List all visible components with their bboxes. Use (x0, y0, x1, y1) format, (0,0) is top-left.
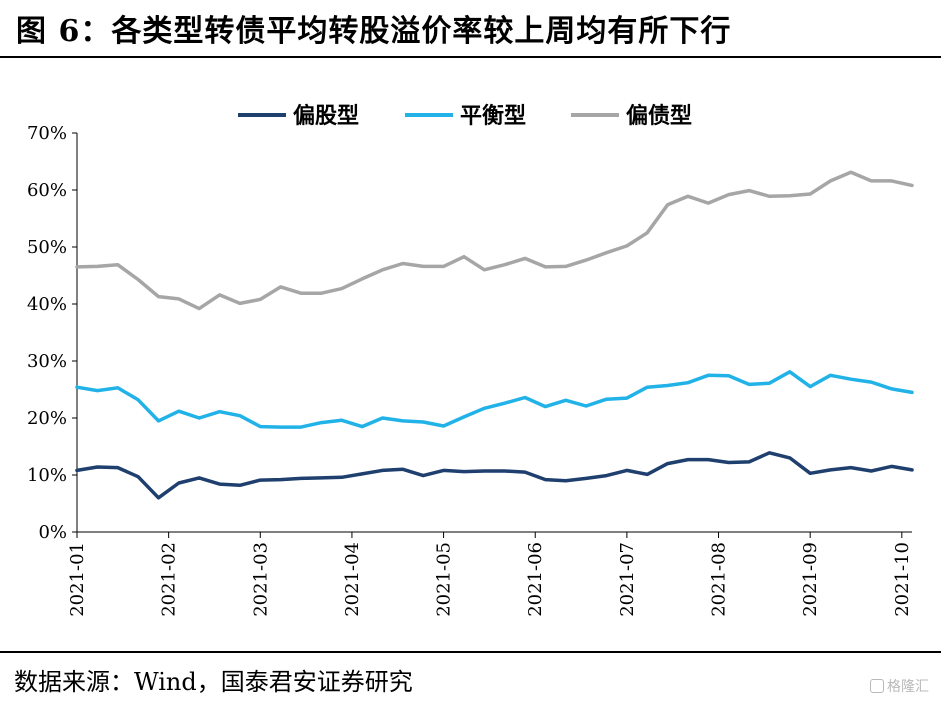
y-tick-label: 20% (27, 408, 67, 429)
x-tick-label: 2021-01 (67, 542, 88, 617)
legend-label: 平衡型 (460, 103, 526, 129)
y-tick-label: 10% (27, 465, 67, 486)
x-tick-label: 2021-05 (434, 542, 455, 617)
y-tick-label: 0% (38, 522, 67, 543)
y-tick-label: 50% (27, 237, 67, 258)
x-tick-label: 2021-09 (800, 542, 821, 617)
x-tick-label: 2021-08 (709, 542, 730, 617)
series-layer (75, 170, 914, 500)
chart-axes: 0% 10% 20% 30% 40% 50% 60% 70% 2021-01 2021-02 202… (27, 123, 913, 617)
x-tick-label: 2021-03 (250, 542, 271, 617)
watermark-logo-icon (870, 679, 884, 693)
x-tick-label: 2021-02 (159, 542, 180, 617)
series-line-2 (75, 370, 914, 429)
legend-label: 偏股型 (293, 103, 359, 129)
series-line-1 (75, 451, 914, 500)
y-tick-label: 60% (27, 180, 67, 201)
chart-legend: 偏股型 平衡型 偏债型 (238, 103, 692, 129)
source-divider (0, 651, 941, 653)
watermark: 格隆汇 (870, 676, 929, 696)
x-tick-label: 2021-07 (617, 542, 638, 617)
y-tick-label: 40% (27, 294, 67, 315)
line-chart: 0% 10% 20% 30% 40% 50% 60% 70% 2021-01 2021-02 202… (27, 103, 914, 617)
x-tick-label: 2021-10 (892, 542, 913, 617)
x-tick-label: 2021-06 (525, 542, 546, 617)
y-tick-label: 30% (27, 351, 67, 372)
y-tick-label: 70% (27, 123, 67, 144)
x-tick-label: 2021-04 (342, 542, 363, 617)
title-divider (0, 56, 941, 58)
watermark-text: 格隆汇 (887, 679, 929, 695)
source-note: 数据来源：Wind，国泰君安证券研究 (14, 668, 413, 696)
chart-title: 图 6：各类型转债平均转股溢价率较上周均有所下行 (16, 14, 732, 49)
series-line-3 (75, 170, 914, 311)
legend-label: 偏债型 (626, 103, 692, 129)
